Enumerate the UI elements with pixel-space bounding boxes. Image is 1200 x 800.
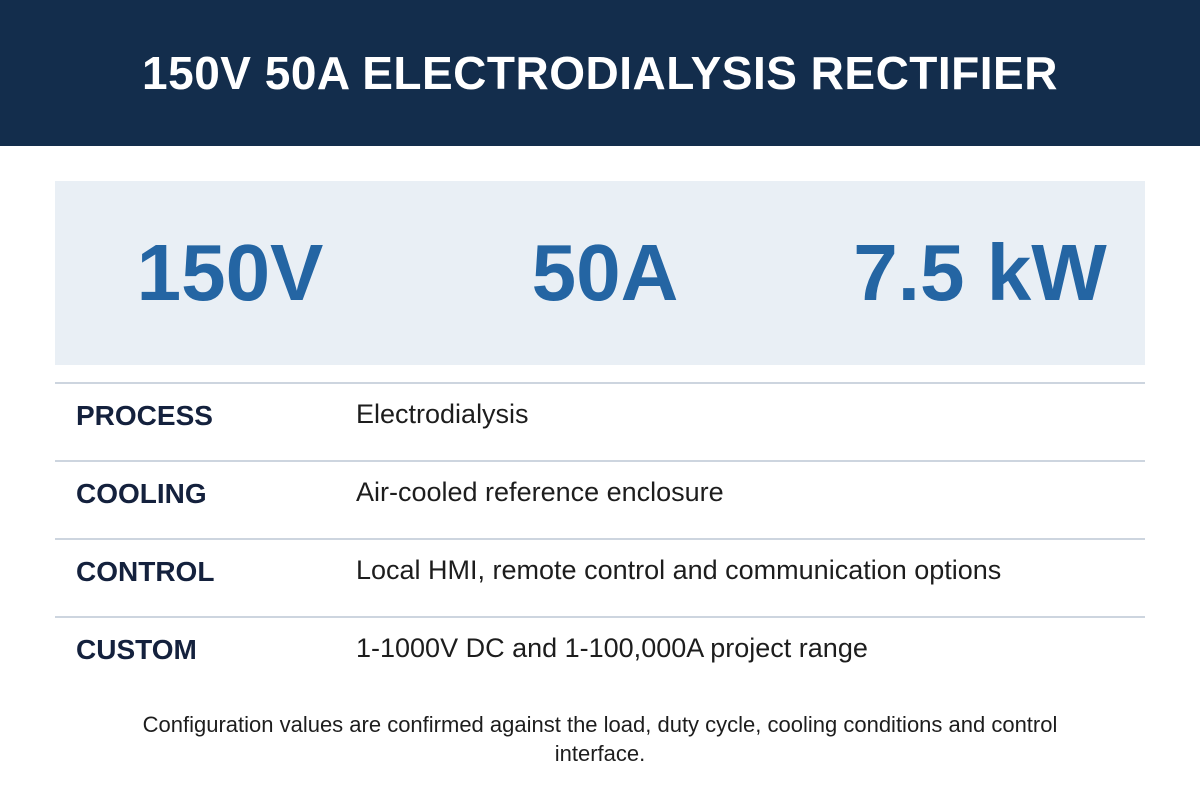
row-value: Electrodialysis xyxy=(356,399,529,429)
spec-current: 50A xyxy=(531,228,679,317)
table-row-control: CONTROL Local HMI, remote control and co… xyxy=(55,538,1145,616)
row-value: 1-1000V DC and 1-100,000A project range xyxy=(356,633,868,663)
row-value: Local HMI, remote control and communicat… xyxy=(356,555,1002,585)
spec-power: 7.5 kW xyxy=(853,228,1107,317)
row-label: COOLING xyxy=(76,478,207,509)
specs-panel: 150V 50A 7.5 kW xyxy=(55,181,1145,365)
row-label: CUSTOM PLATFORM xyxy=(76,634,229,674)
table-row-custom-platform: CUSTOM PLATFORM 1-1000V DC and 1-100,000… xyxy=(55,616,1145,674)
row-value: Air-cooled reference enclosure xyxy=(356,477,724,507)
row-label: CONTROL xyxy=(76,556,215,587)
footnote: Configuration values are confirmed again… xyxy=(142,712,1058,766)
table-row-process: PROCESS Electrodialysis xyxy=(55,382,1145,460)
table-row-cooling: COOLING Air-cooled reference enclosure xyxy=(55,460,1145,538)
header-banner: 150V 50A ELECTRODIALYSIS RECTIFIER xyxy=(0,0,1200,146)
spec-voltage: 150V xyxy=(136,228,324,317)
spec-table: PROCESS Electrodialysis COOLING Air-cool… xyxy=(55,382,1145,674)
page-title: 150V 50A ELECTRODIALYSIS RECTIFIER xyxy=(142,47,1058,99)
row-label: PROCESS xyxy=(76,400,213,431)
